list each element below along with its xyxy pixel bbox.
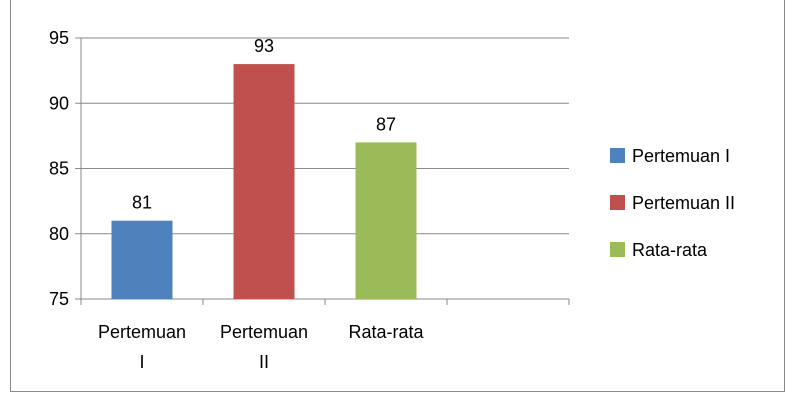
bar (233, 64, 295, 299)
y-tick-label: 80 (49, 224, 69, 244)
legend-swatch (610, 148, 625, 163)
bar (111, 220, 173, 299)
y-tick-label: 95 (49, 28, 69, 48)
bars (111, 64, 417, 299)
y-tick-label: 85 (49, 159, 69, 179)
bar (355, 142, 417, 299)
legend-label: Rata-rata (632, 240, 708, 260)
legend: Pertemuan I Pertemuan II Rata-rata (610, 146, 735, 260)
data-label: 93 (254, 36, 274, 56)
data-labels: 81 93 87 (132, 36, 396, 213)
legend-label: Pertemuan II (632, 193, 735, 213)
data-label: 87 (376, 114, 396, 134)
x-tick-label: Pertemuan (98, 322, 186, 342)
y-tick-label: 90 (49, 93, 69, 113)
x-tick-label: II (259, 352, 269, 372)
x-tick-label: I (139, 352, 144, 372)
legend-swatch (610, 242, 625, 257)
y-tick-label: 75 (49, 289, 69, 309)
gridlines (81, 37, 569, 235)
x-tick-label: Rata-rata (348, 322, 424, 342)
x-tick-labels: Pertemuan I Pertemuan II Rata-rata (98, 322, 425, 372)
y-tick-labels: 75 80 85 90 95 (49, 28, 69, 309)
data-label: 81 (132, 193, 152, 213)
legend-label: Pertemuan I (632, 146, 730, 166)
legend-swatch (610, 195, 625, 210)
x-tick-label: Pertemuan (220, 322, 308, 342)
